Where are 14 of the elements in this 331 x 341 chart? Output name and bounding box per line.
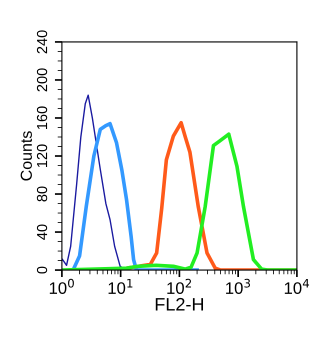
x-tick-label: 10$^{0}$ bbox=[50, 278, 74, 294]
y-tick-label: 240 bbox=[36, 30, 48, 54]
x-tick-label: 10$^{2}$ bbox=[167, 278, 192, 294]
y-tick-label: 40 bbox=[36, 224, 48, 240]
y-tick-label: 80 bbox=[36, 186, 48, 202]
y-tick-label: 160 bbox=[36, 106, 48, 130]
y-tick-label: 200 bbox=[36, 68, 48, 92]
y-axis-title: Counts bbox=[20, 131, 32, 180]
x-axis-title: FL2-H bbox=[156, 298, 204, 310]
y-tick-label: 0 bbox=[36, 266, 48, 274]
x-tick-label: 10$^{3}$ bbox=[226, 278, 250, 294]
x-tick-label: 10$^{1}$ bbox=[108, 278, 132, 294]
y-tick-label: 120 bbox=[36, 144, 48, 168]
x-tick-label: 10$^{4}$ bbox=[284, 278, 310, 294]
